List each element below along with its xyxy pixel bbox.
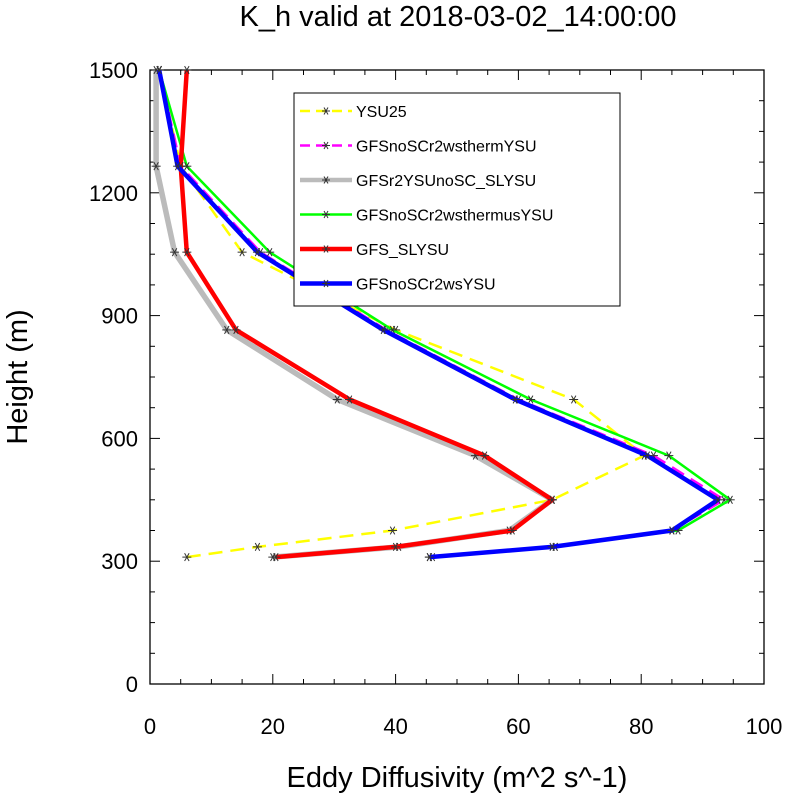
data-point-marker xyxy=(252,247,262,257)
data-point-marker xyxy=(424,552,434,562)
data-point-marker xyxy=(154,65,164,75)
x-tick-label: 40 xyxy=(383,714,407,739)
data-point-marker xyxy=(391,542,401,552)
data-point-marker xyxy=(231,325,241,335)
legend-label: GFSnoSCr2wsYSU xyxy=(356,277,496,294)
chart-title: K_h valid at 2018-03-02_14:00:00 xyxy=(240,1,677,33)
legend: YSU25 GFSnoSCr2wsthermYSU GFSr2YSUnoSC_SLY… xyxy=(293,92,621,307)
data-point-marker xyxy=(173,162,183,171)
data-point-marker xyxy=(667,526,677,535)
data-point-marker xyxy=(642,451,652,460)
legend-entry: GFS_SLYSU xyxy=(300,242,449,259)
legend-marker xyxy=(322,210,330,219)
y-axis-title: Height (m) xyxy=(2,309,34,444)
data-point-marker xyxy=(332,395,342,404)
data-point-marker xyxy=(182,247,192,257)
legend-box xyxy=(293,92,621,307)
data-point-marker xyxy=(252,542,262,552)
series-line xyxy=(157,69,646,559)
x-axis-title: Eddy Diffusivity (m^2 s^-1) xyxy=(287,762,628,794)
x-tick-label: 0 xyxy=(144,714,156,739)
y-tick-label: 900 xyxy=(101,304,138,329)
legend-entry: GFSnoSCr2wsthermYSU xyxy=(300,139,537,156)
legend-label: GFS_SLYSU xyxy=(356,242,449,259)
x-tick-label: 100 xyxy=(746,714,783,739)
x-tick-label: 60 xyxy=(506,714,530,739)
axis-tick-labels: 0 20 40 60 80 100 0 300 600 900 1200 1500 xyxy=(89,58,782,739)
series-gfs-slysu xyxy=(176,65,557,562)
data-point-marker xyxy=(237,247,247,257)
data-point-marker xyxy=(388,526,398,535)
legend-marker xyxy=(322,107,330,115)
legend-entry: YSU25 xyxy=(300,104,407,121)
legend-marker xyxy=(322,279,330,288)
data-point-marker xyxy=(265,247,275,257)
y-tick-label: 1500 xyxy=(89,58,138,83)
data-point-marker xyxy=(480,451,490,460)
data-point-marker xyxy=(664,451,674,460)
series-gfsnoscr2wsysu xyxy=(154,65,723,562)
data-point-marker xyxy=(170,247,180,257)
data-point-marker xyxy=(507,526,517,535)
data-point-marker xyxy=(547,542,557,552)
legend-label: GFSnoSCr2wsthermYSU xyxy=(356,139,537,156)
data-point-marker xyxy=(345,395,355,404)
data-point-marker xyxy=(222,325,232,335)
y-tick-label: 600 xyxy=(101,426,138,451)
data-point-marker xyxy=(569,395,579,404)
data-point-marker xyxy=(378,325,388,335)
legend-label: GFSr2YSUnoSC_SLYSU xyxy=(356,173,536,190)
data-point-marker xyxy=(526,395,536,404)
legend-entry: GFSnoSCr2wsthermusYSU xyxy=(300,208,553,225)
legend-marker xyxy=(322,141,330,150)
data-point-marker xyxy=(713,495,723,504)
data-point-marker xyxy=(151,162,161,171)
legend-entry: GFSr2YSUnoSC_SLYSU xyxy=(300,173,536,190)
data-point-marker xyxy=(510,395,520,404)
data-point-marker xyxy=(182,65,192,75)
y-tick-label: 300 xyxy=(101,549,138,574)
y-tick-label: 1200 xyxy=(89,181,138,206)
series-lines xyxy=(151,65,735,562)
series-line xyxy=(178,69,555,560)
y-tick-label: 0 xyxy=(126,672,138,697)
x-tick-label: 20 xyxy=(261,714,285,739)
data-point-marker xyxy=(271,552,281,562)
data-point-marker xyxy=(725,495,735,504)
series-line xyxy=(156,69,721,560)
legend-label: YSU25 xyxy=(356,104,407,121)
legend-entry: GFSnoSCr2wsYSU xyxy=(300,277,496,294)
x-tick-label: 80 xyxy=(629,714,653,739)
data-point-marker xyxy=(182,552,192,562)
data-point-marker xyxy=(547,495,557,504)
legend-marker xyxy=(322,176,330,184)
legend-marker xyxy=(322,245,330,253)
legend-label: GFSnoSCr2wsthermusYSU xyxy=(356,208,553,225)
